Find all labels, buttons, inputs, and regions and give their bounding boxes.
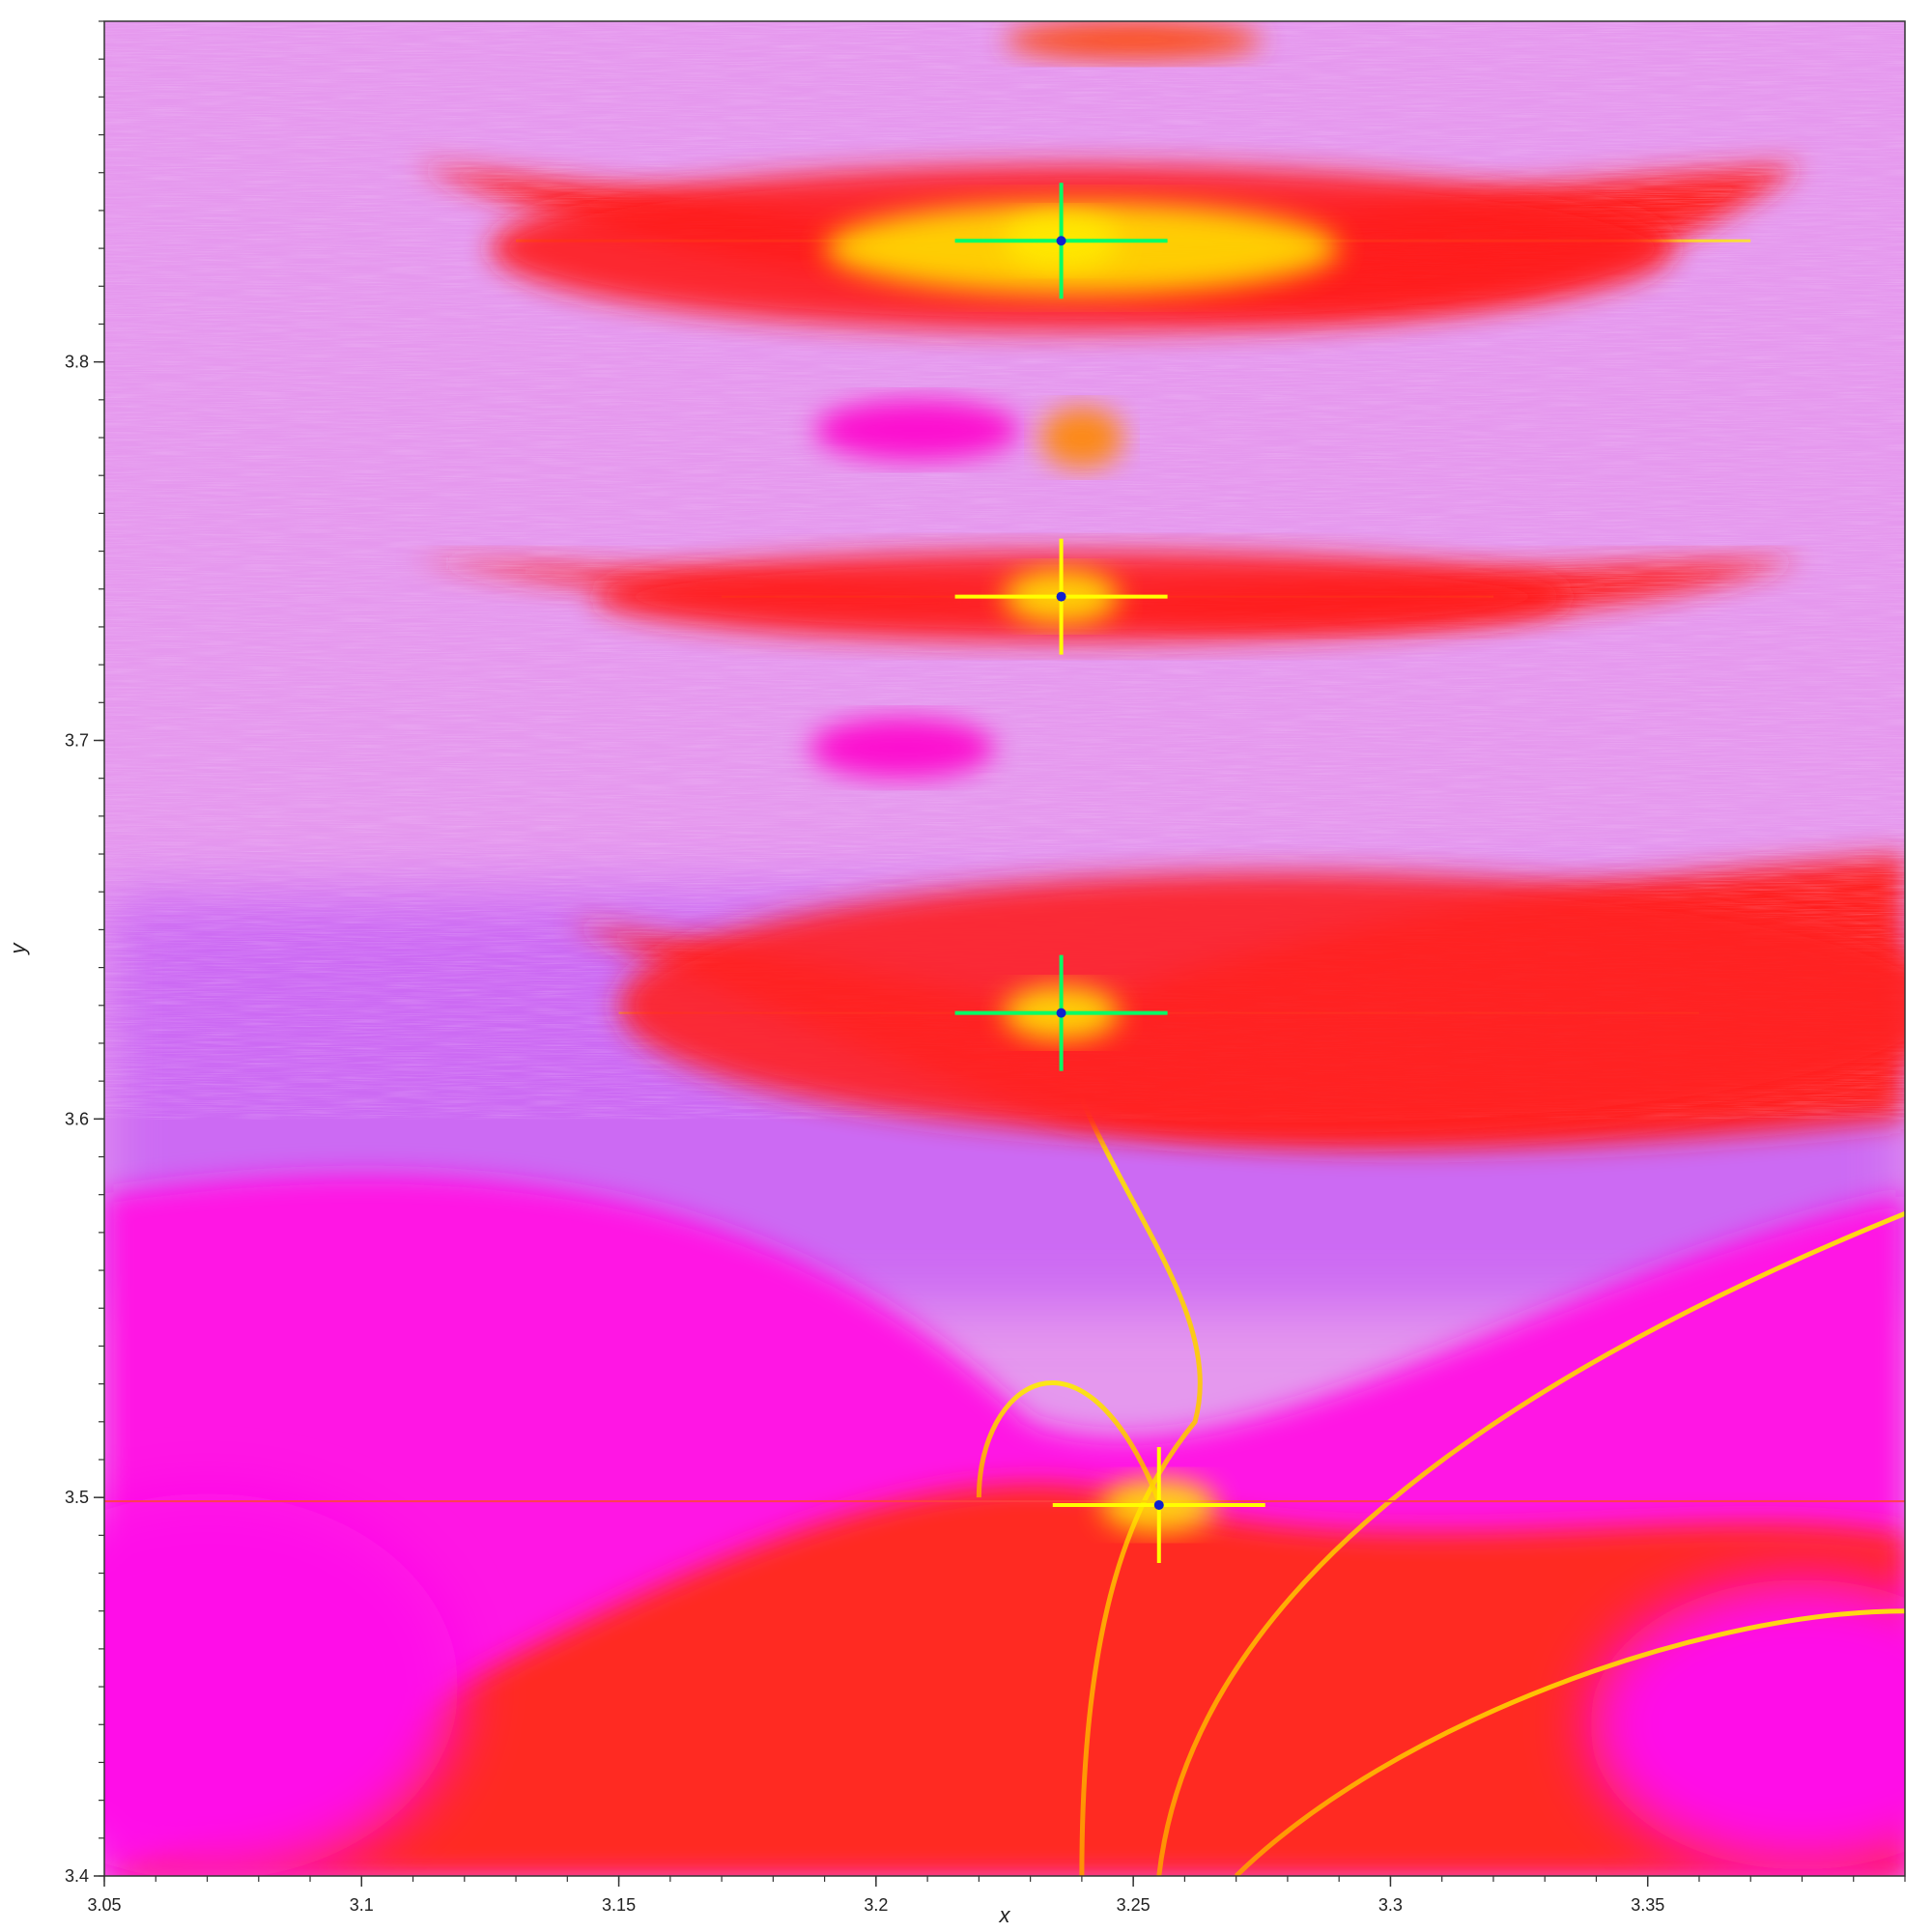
- feature-blob: [813, 399, 1020, 461]
- x-tick-label: 3.3: [1378, 1895, 1403, 1915]
- y-axis-label: y: [6, 942, 30, 956]
- y-tick-label: 3.5: [65, 1488, 89, 1507]
- x-tick-label: 3.35: [1631, 1895, 1664, 1915]
- star-core: [1056, 236, 1066, 246]
- x-tick-label: 3.1: [350, 1895, 374, 1915]
- feature-star: [1052, 1447, 1265, 1563]
- feature-star: [954, 538, 1168, 655]
- feature-blob: [1005, 21, 1263, 60]
- star-core: [1056, 1008, 1066, 1018]
- vein-line: [976, 1380, 1162, 1503]
- x-tick-label: 3.15: [602, 1895, 636, 1915]
- y-tick-label: 3.7: [65, 730, 89, 750]
- feature-marks: [490, 21, 1905, 1563]
- x-tick-label: 3.05: [87, 1895, 121, 1915]
- x-axis-label: x: [999, 1903, 1011, 1927]
- star-core: [1056, 591, 1066, 602]
- y-axis-ticks: 3.4 3.5 3.6 3.7 3.8: [65, 20, 104, 1886]
- feature-star: [954, 183, 1168, 299]
- feature-blob: [1040, 407, 1123, 469]
- right-magenta-lobe: [1589, 1579, 1905, 1870]
- y-tick-label: 3.8: [65, 353, 89, 372]
- x-tick-label: 3.2: [864, 1895, 888, 1915]
- plot-frame: [103, 20, 1906, 1877]
- x-axis-ticks: 3.05 3.1 3.15 3.2 3.25 3.3 3.35: [87, 1876, 1906, 1915]
- vein-line: [1234, 1608, 1905, 1876]
- vein-line: [1156, 1210, 1905, 1876]
- x-tick-label: 3.25: [1117, 1895, 1151, 1915]
- feature-star: [954, 954, 1168, 1071]
- left-magenta-lobe: [104, 1493, 459, 1876]
- feature-blob: [809, 717, 995, 779]
- vein-line: [1059, 1042, 1203, 1876]
- plot-area: [104, 21, 1905, 1876]
- star-core: [1153, 1500, 1164, 1510]
- lower-red-basin: [104, 1484, 1905, 1876]
- y-tick-label: 3.4: [65, 1866, 89, 1886]
- y-tick-label: 3.6: [65, 1109, 89, 1128]
- feature-blob: [618, 872, 1905, 1138]
